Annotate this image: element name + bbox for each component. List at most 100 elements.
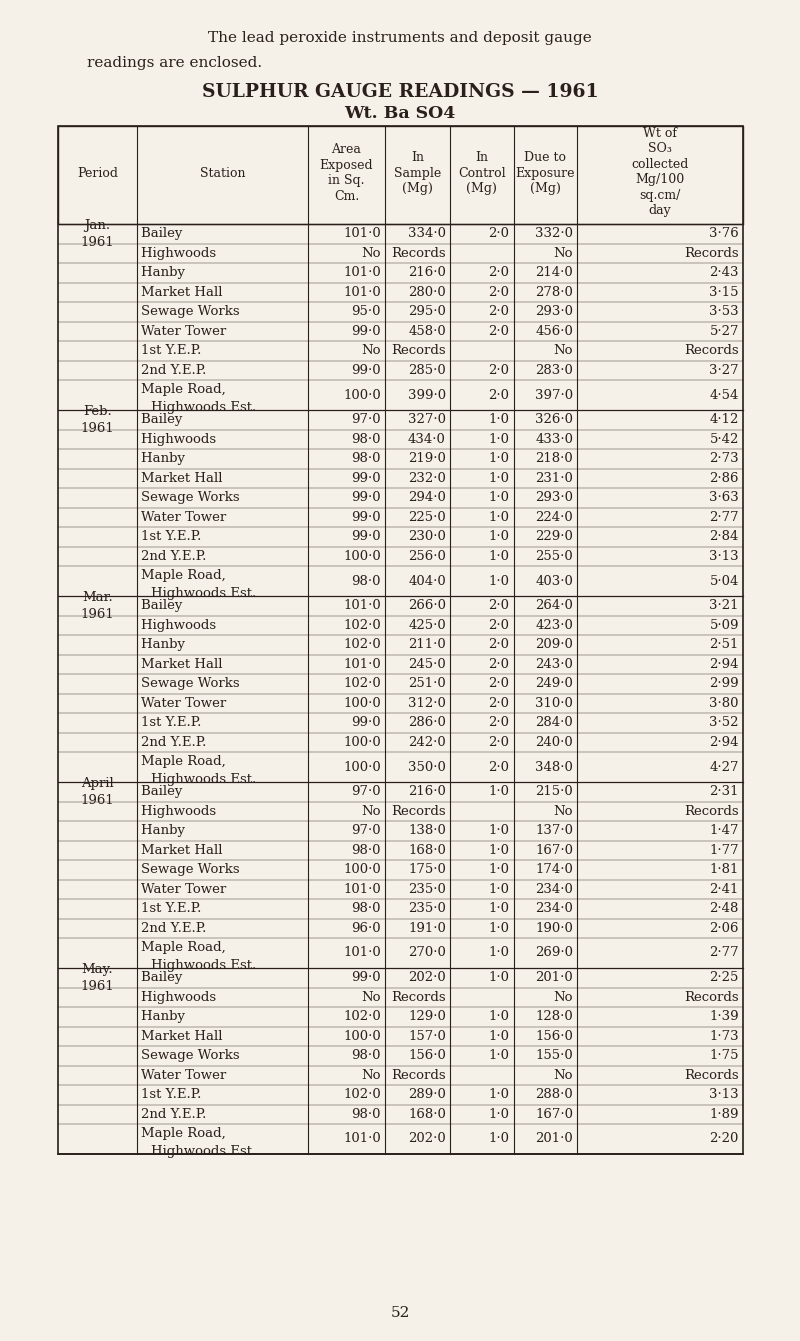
Text: 97·0: 97·0 [351,786,381,798]
Text: 102·0: 102·0 [343,618,381,632]
Text: 98·0: 98·0 [351,843,381,857]
Text: 232·0: 232·0 [408,472,446,484]
Text: Feb.
1961: Feb. 1961 [81,405,114,434]
Text: 168·0: 168·0 [408,843,446,857]
Text: 98·0: 98·0 [351,1049,381,1062]
Text: Hanby: Hanby [141,825,231,837]
Text: 270·0: 270·0 [408,947,446,960]
Text: 2·0: 2·0 [489,599,510,613]
Text: 137·0: 137·0 [535,825,574,837]
Text: 269·0: 269·0 [535,947,574,960]
Text: 99·0: 99·0 [351,530,381,543]
Text: 2·94: 2·94 [710,657,739,670]
Text: 2·31: 2·31 [710,786,739,798]
Text: 202·0: 202·0 [408,1133,446,1145]
Text: Bailey: Bailey [141,413,229,426]
Text: 1·0: 1·0 [489,971,510,984]
Text: 1·73: 1·73 [710,1030,739,1043]
Text: 1·47: 1·47 [710,825,739,837]
Text: 101·0: 101·0 [343,599,381,613]
Text: 234·0: 234·0 [535,902,574,916]
Text: 2·0: 2·0 [489,657,510,670]
Text: Hanby: Hanby [141,267,231,279]
Text: 2·0: 2·0 [489,363,510,377]
Text: 280·0: 280·0 [408,286,446,299]
Text: 99·0: 99·0 [351,511,381,524]
Text: Bailey: Bailey [141,227,229,240]
Text: 97·0: 97·0 [351,825,381,837]
Text: 229·0: 229·0 [535,530,574,543]
Text: 52: 52 [390,1306,410,1320]
Text: 1·0: 1·0 [489,413,510,426]
Text: Records: Records [684,805,739,818]
Text: 1·75: 1·75 [710,1049,739,1062]
Text: 2·0: 2·0 [489,227,510,240]
Text: 286·0: 286·0 [408,716,446,730]
Text: Highwoods: Highwoods [141,618,242,632]
Text: 191·0: 191·0 [408,921,446,935]
Text: Market Hall: Market Hall [141,843,243,857]
Text: 129·0: 129·0 [408,1010,446,1023]
Text: 348·0: 348·0 [535,760,574,774]
Text: 101·0: 101·0 [343,267,381,279]
Text: Maple Road,: Maple Road, [141,941,226,953]
Text: 2·48: 2·48 [710,902,739,916]
Text: 397·0: 397·0 [535,389,574,401]
Text: 3·53: 3·53 [710,306,739,318]
Text: Highwoods Est.: Highwoods Est. [150,1144,256,1157]
Text: 1·0: 1·0 [489,902,510,916]
Text: 288·0: 288·0 [535,1089,574,1101]
Text: 4·12: 4·12 [710,413,739,426]
Text: 1·0: 1·0 [489,947,510,960]
Text: 2nd Y.E.P.: 2nd Y.E.P. [141,736,232,748]
Text: 98·0: 98·0 [351,433,381,445]
Text: 2·0: 2·0 [489,618,510,632]
Text: Highwoods Est.: Highwoods Est. [150,772,256,786]
Text: 168·0: 168·0 [408,1108,446,1121]
Text: 1·0: 1·0 [489,574,510,587]
Text: Mar.
1961: Mar. 1961 [81,591,114,621]
Text: 2nd Y.E.P.: 2nd Y.E.P. [141,1108,232,1121]
Text: 285·0: 285·0 [408,363,446,377]
Text: Period: Period [77,166,118,180]
Text: No: No [554,991,574,1004]
Text: 101·0: 101·0 [343,657,381,670]
Text: 293·0: 293·0 [535,491,574,504]
Text: 102·0: 102·0 [343,1089,381,1101]
Text: Jan.
1961: Jan. 1961 [81,219,114,248]
Text: 1·0: 1·0 [489,864,510,876]
Text: 1·0: 1·0 [489,452,510,465]
Text: 2·0: 2·0 [489,267,510,279]
Text: 2·06: 2·06 [710,921,739,935]
Text: Water Tower: Water Tower [141,697,247,709]
Text: 425·0: 425·0 [408,618,446,632]
Text: 1·0: 1·0 [489,843,510,857]
Text: 2·86: 2·86 [710,472,739,484]
Text: 1·0: 1·0 [489,1089,510,1101]
Text: 1st Y.E.P.: 1st Y.E.P. [141,530,226,543]
Text: 218·0: 218·0 [535,452,574,465]
Text: No: No [554,247,574,260]
Text: 155·0: 155·0 [535,1049,574,1062]
Text: 201·0: 201·0 [535,971,574,984]
Text: 404·0: 404·0 [408,574,446,587]
Text: 1·0: 1·0 [489,1133,510,1145]
Text: Bailey: Bailey [141,971,229,984]
Text: 289·0: 289·0 [408,1089,446,1101]
Text: 2·77: 2·77 [710,511,739,524]
Text: 216·0: 216·0 [408,786,446,798]
Text: 101·0: 101·0 [343,1133,381,1145]
Text: 264·0: 264·0 [535,599,574,613]
Text: 1·0: 1·0 [489,433,510,445]
Text: 2·0: 2·0 [489,638,510,652]
Text: No: No [554,1069,574,1082]
Text: 100·0: 100·0 [343,389,381,401]
Text: Due to
Exposure
(Mg): Due to Exposure (Mg) [516,152,575,194]
Text: 99·0: 99·0 [351,472,381,484]
Text: 231·0: 231·0 [535,472,574,484]
Text: 2·0: 2·0 [489,736,510,748]
Text: 332·0: 332·0 [535,227,574,240]
Text: 278·0: 278·0 [535,286,574,299]
Text: 1·0: 1·0 [489,1049,510,1062]
Text: 201·0: 201·0 [535,1133,574,1145]
